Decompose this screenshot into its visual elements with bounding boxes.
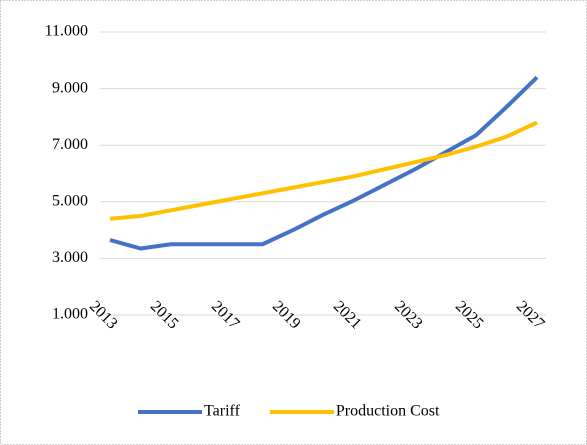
y-tick-label: 3.000 — [52, 249, 88, 266]
y-tick-label: 11.000 — [45, 23, 88, 40]
y-tick-label: 7.000 — [52, 136, 88, 153]
y-tick-label: 9.000 — [52, 79, 88, 96]
series-line — [109, 120, 538, 221]
legend-label: Production Cost — [336, 403, 440, 420]
legend-label: Tariff — [204, 403, 241, 420]
y-tick-label: 1.000 — [52, 306, 88, 323]
series-line — [109, 75, 539, 251]
y-tick-label: 5.000 — [52, 192, 88, 209]
